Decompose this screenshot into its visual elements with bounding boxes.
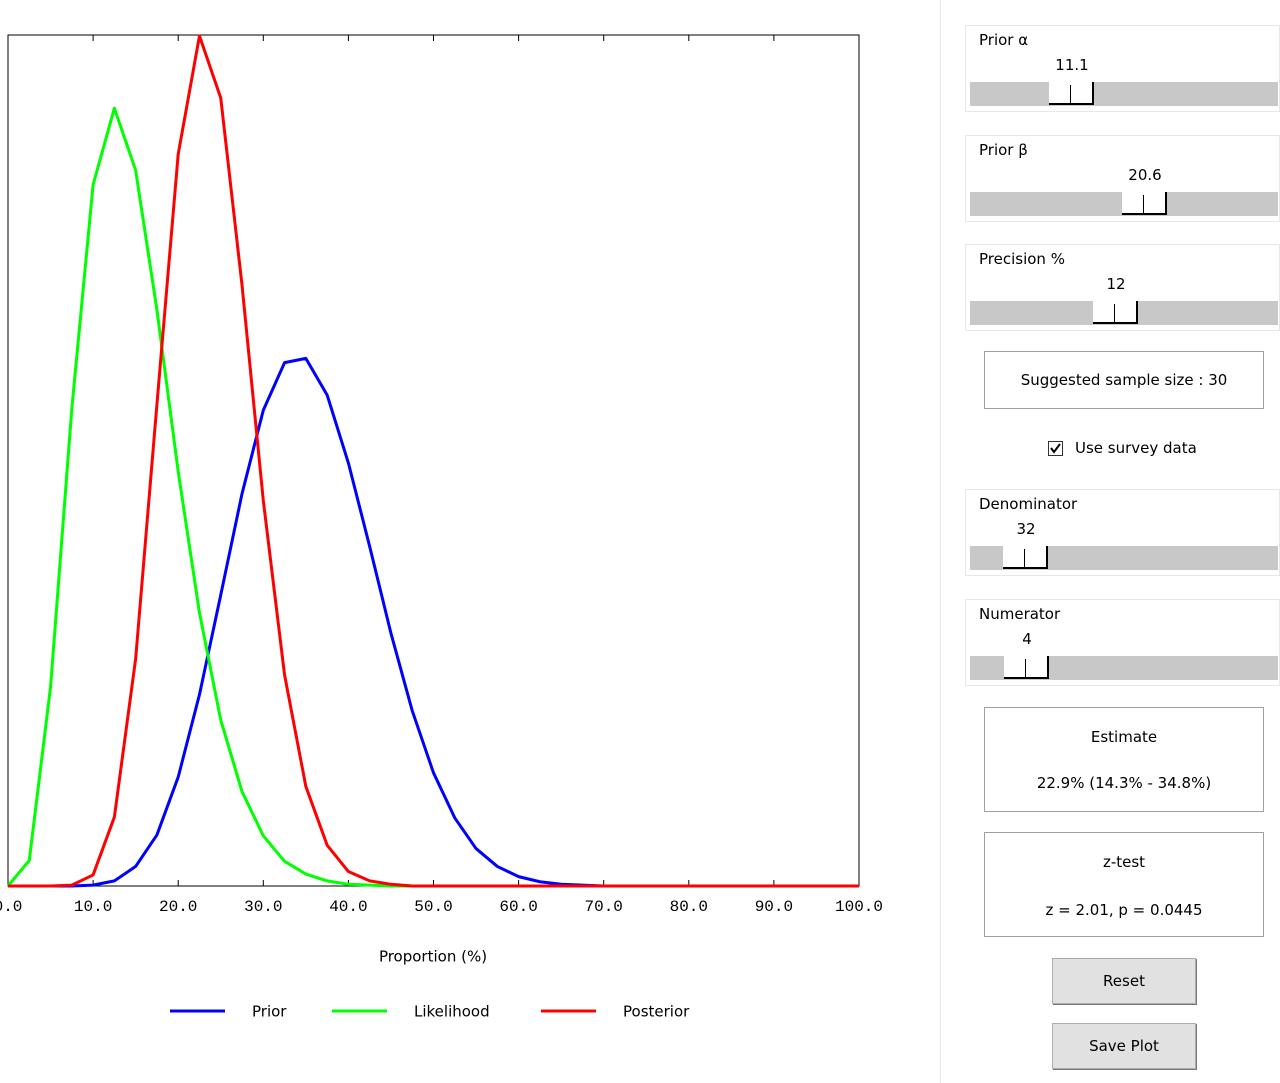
ztest-text: z = 2.01, p = 0.0445 (1045, 901, 1203, 919)
slider-thumb[interactable] (1049, 82, 1094, 105)
x-tick-label: 20.0 (159, 898, 197, 916)
x-tick-label: 100.0 (835, 898, 883, 916)
slider-value: 32 (1016, 520, 1036, 538)
ztest-title: z-test (1102, 853, 1146, 871)
x-tick-label: 90.0 (755, 898, 793, 916)
divider (940, 0, 941, 1083)
slider-label: Precision % (979, 250, 1065, 268)
estimate-title: Estimate (1090, 728, 1158, 746)
slider-thumb[interactable] (1004, 656, 1049, 679)
slider-thumb-grip (1114, 304, 1115, 322)
estimate-text: 22.9% (14.3% - 34.8%) (1036, 774, 1212, 792)
plot-frame (7, 34, 860, 887)
slider-thumb-grip (1025, 659, 1026, 677)
slider-thumb[interactable] (1003, 546, 1048, 569)
legend-label: Prior (252, 1003, 287, 1021)
series-line (8, 356, 859, 888)
x-tick-label: 80.0 (670, 898, 708, 916)
slider-thumb[interactable] (1093, 301, 1138, 324)
slider-label: Prior α (979, 31, 1029, 49)
x-tick-label: 40.0 (329, 898, 367, 916)
x-tick-label: 50.0 (414, 898, 452, 916)
x-tick-label: 0.0 (0, 898, 22, 916)
x-tick-label: 70.0 (584, 898, 622, 916)
x-tick-label: 30.0 (244, 898, 282, 916)
estimate-box: Estimate 22.9% (14.3% - 34.8%) (984, 707, 1264, 812)
legend-label: Posterior (623, 1003, 690, 1021)
slider-thumb-grip (1070, 85, 1071, 103)
slider-value: 20.6 (1128, 166, 1162, 184)
save-plot-button[interactable]: Save Plot (1052, 1023, 1196, 1069)
slider-label: Prior β (979, 141, 1028, 159)
checkbox[interactable] (1048, 441, 1063, 456)
x-tick-label: 10.0 (74, 898, 112, 916)
chart: Proportion (%) 0.0 10.0 20.0 30.0 40.0 50.0 60… (0, 34, 883, 1021)
slider-track (970, 82, 1278, 106)
checkbox-label[interactable]: Use survey data (1075, 439, 1197, 457)
sample-size-box: Suggested sample size : 30 (984, 351, 1264, 409)
slider-value: 4 (1022, 630, 1032, 648)
reset-button[interactable]: Reset (1052, 958, 1196, 1004)
slider-value: 11.1 (1055, 56, 1089, 74)
check-mark (1050, 443, 1061, 454)
legend-label: Likelihood (414, 1003, 490, 1021)
x-tick-label: 60.0 (499, 898, 537, 916)
slider-thumb-grip (1143, 195, 1144, 213)
ztest-box: z-test z = 2.01, p = 0.0445 (984, 832, 1264, 937)
slider-thumb[interactable] (1122, 192, 1167, 215)
slider-value: 12 (1106, 275, 1126, 293)
x-axis-label: Proportion (%) (379, 948, 487, 966)
slider-label: Numerator (979, 605, 1061, 623)
slider-thumb-grip (1024, 549, 1025, 567)
series-line (8, 34, 859, 888)
slider-label: Denominator (979, 495, 1078, 513)
